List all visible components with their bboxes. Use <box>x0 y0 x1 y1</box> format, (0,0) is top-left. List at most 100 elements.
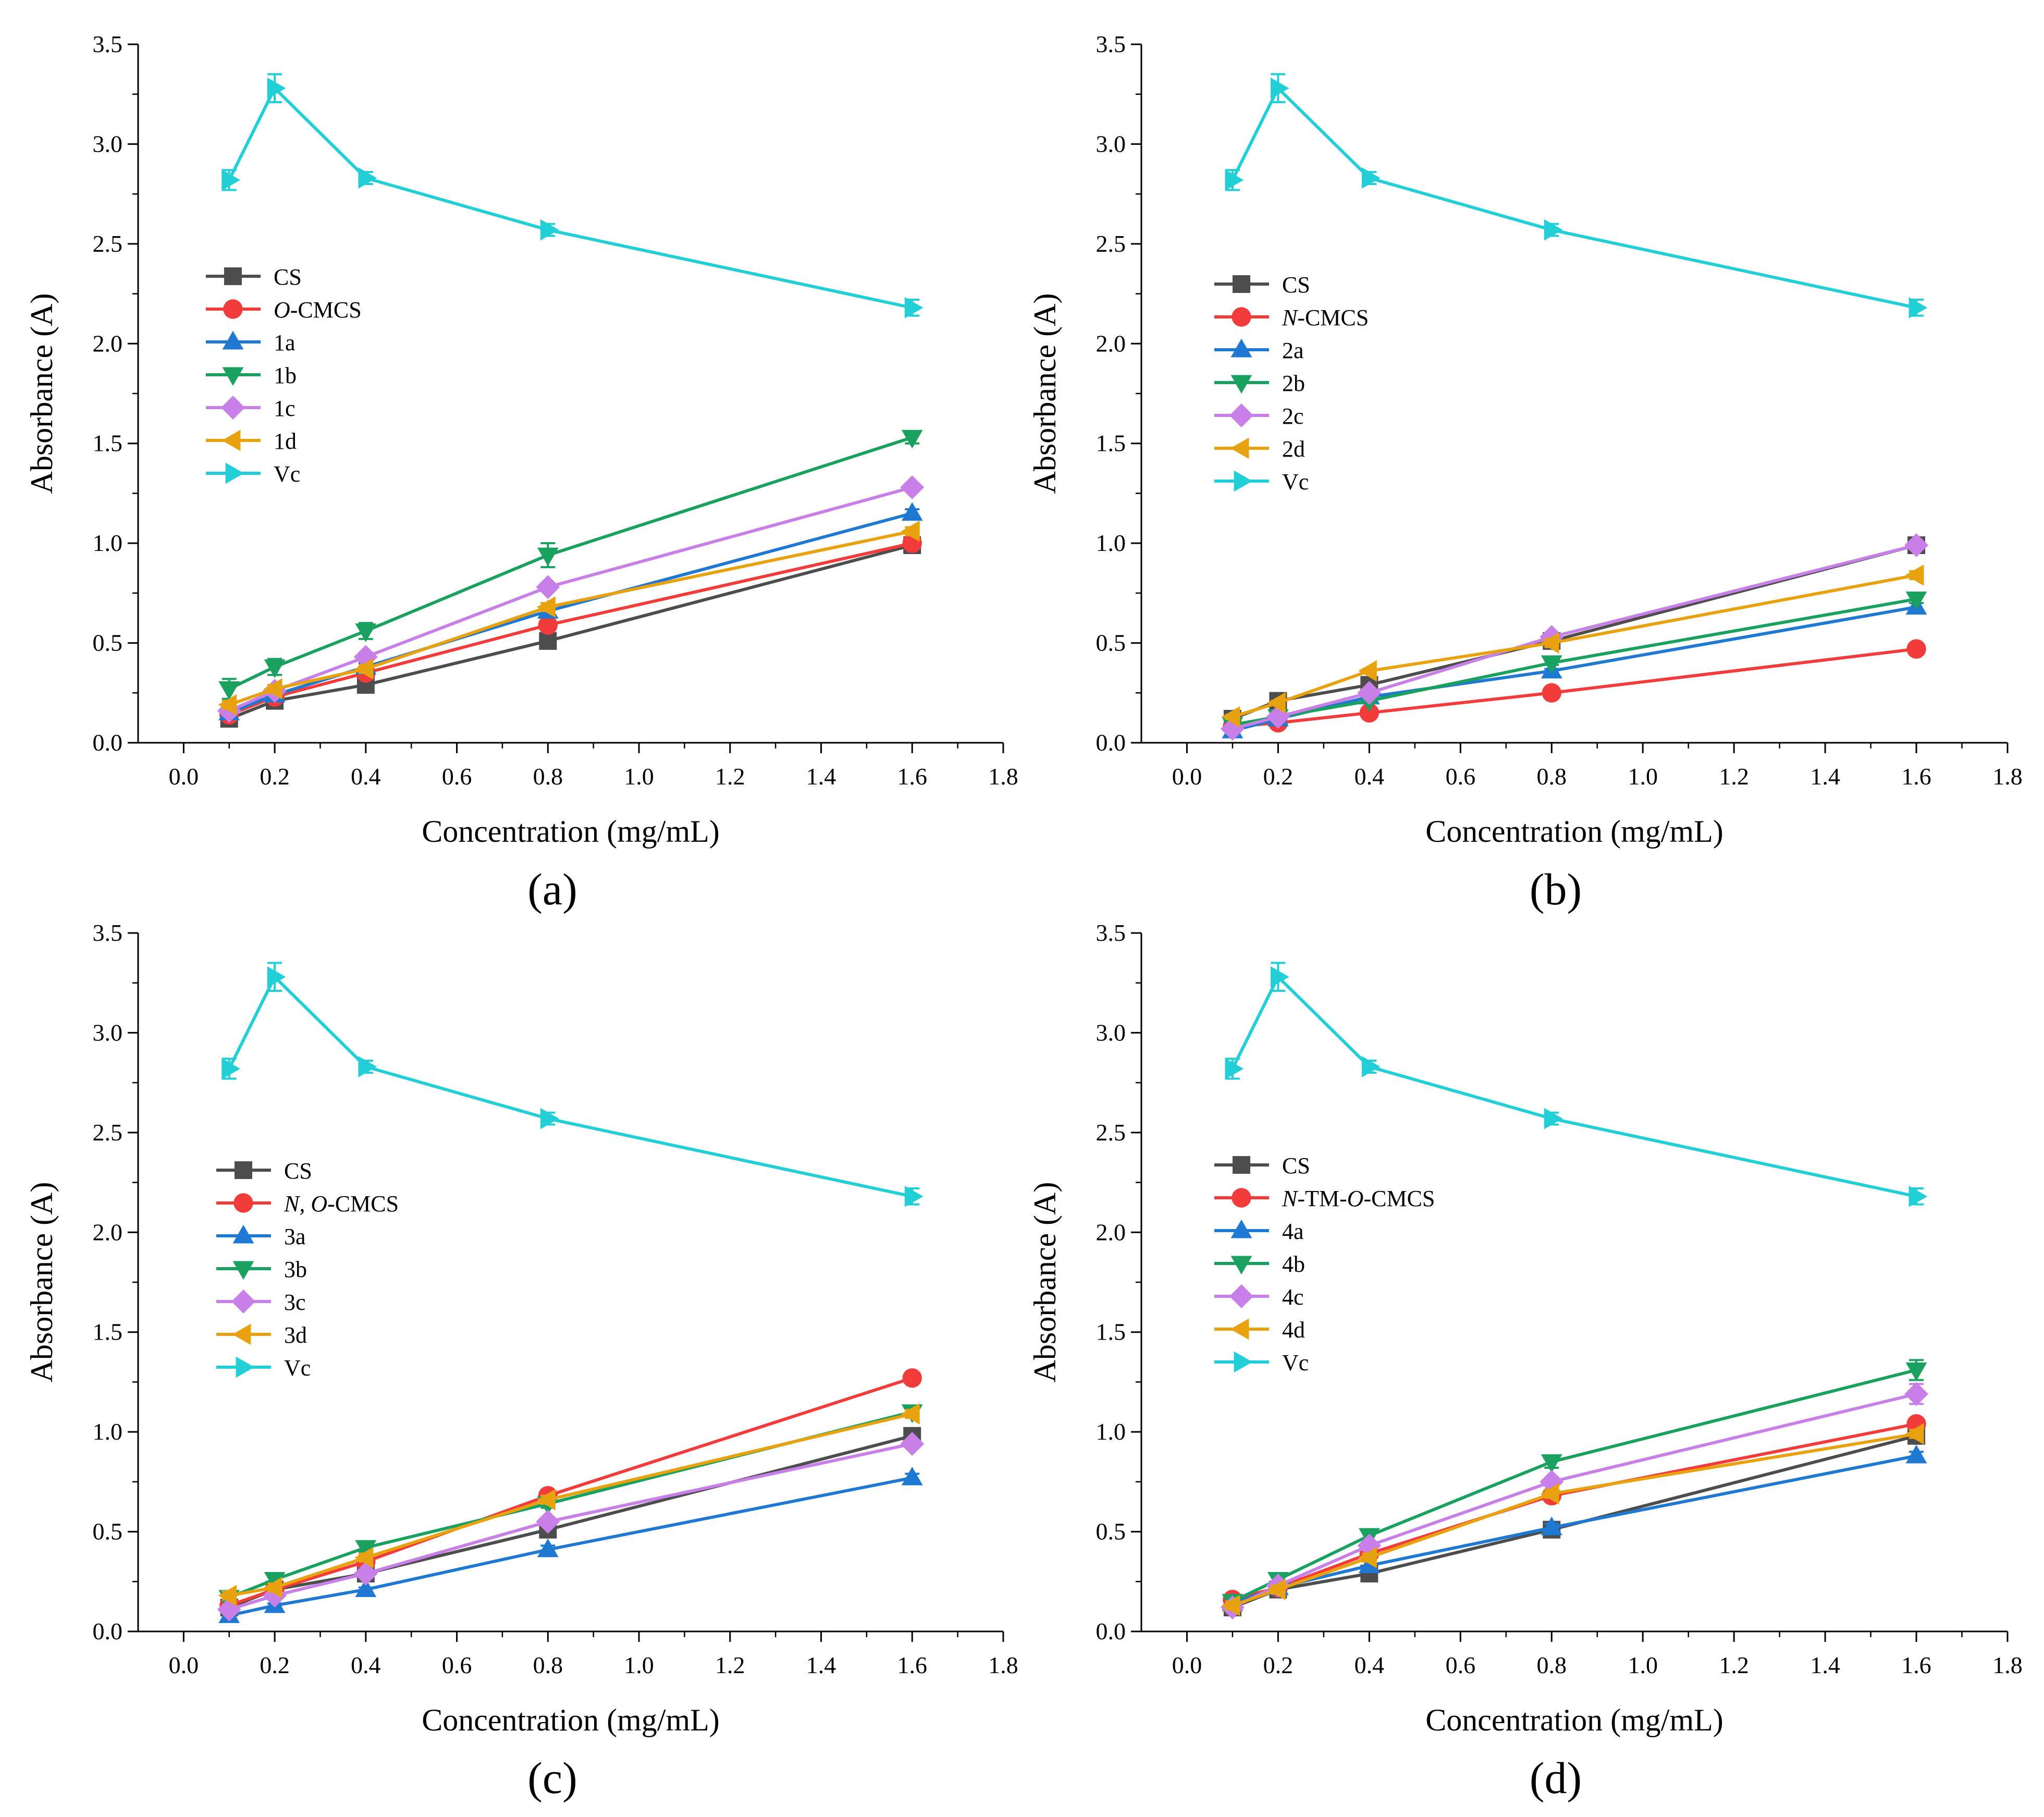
data-point <box>1359 703 1380 723</box>
y-tick-label: 3.0 <box>1096 130 1126 157</box>
data-point <box>536 575 560 599</box>
legend-label: 4a <box>1282 1219 1304 1244</box>
data-point <box>1541 1483 1559 1505</box>
series-3d <box>218 1403 920 1606</box>
y-tick-label: 2.0 <box>1096 1219 1126 1245</box>
x-tick-label: 0.0 <box>169 1652 199 1678</box>
x-tick-label: 1.2 <box>1719 763 1749 790</box>
x-axis-title: Concentration (mg/mL) <box>422 814 720 849</box>
legend-label: N-CMCS <box>1282 305 1369 330</box>
data-point <box>263 1577 282 1599</box>
data-point <box>1221 706 1240 728</box>
y-tick-label: 2.0 <box>93 1219 123 1245</box>
y-tick-label: 0.5 <box>1096 630 1126 656</box>
data-point <box>1361 1056 1381 1077</box>
panel-label: (a) <box>527 864 577 914</box>
data-point <box>1541 1454 1562 1473</box>
legend: CS O-CMCS 1a 1b 1c 1d Vc <box>206 264 362 487</box>
data-point <box>1905 564 1924 586</box>
data-point <box>355 1540 377 1559</box>
panel-label: (c) <box>527 1753 577 1803</box>
x-tick-label: 1.4 <box>806 763 836 790</box>
chart-panel-3: 0.0 0.2 0.4 0.6 0.8 1.0 1.2 1.4 1.6 1.8 0.0 0.5 1.0 1… <box>24 919 1018 1803</box>
panel-label: (b) <box>1530 864 1582 914</box>
y-tick-label: 3.0 <box>93 1019 123 1046</box>
legend-label: 3b <box>284 1257 307 1282</box>
chart-panel-4: 0.0 0.2 0.4 0.6 0.8 1.0 1.2 1.4 1.6 1.8 0.0 0.5 1.0 1… <box>1028 919 2023 1803</box>
y-tick-label: 1.5 <box>93 430 123 457</box>
x-tick-label: 0.2 <box>1263 763 1294 790</box>
legend-marker <box>1232 1188 1251 1208</box>
y-tick-label: 1.5 <box>1096 430 1126 457</box>
y-tick-label: 3.5 <box>93 919 123 946</box>
data-point <box>221 169 240 191</box>
legend-label: 3c <box>284 1290 306 1315</box>
legend: CS N, O-CMCS 3a 3b 3c 3d Vc <box>216 1158 399 1381</box>
data-point <box>355 1578 377 1598</box>
data-point <box>538 615 558 635</box>
x-tick-label: 1.2 <box>715 1652 745 1678</box>
legend-label: 4b <box>1282 1251 1305 1277</box>
data-point <box>1357 681 1382 705</box>
y-tick-label: 1.0 <box>93 1418 123 1445</box>
series-2d <box>1221 564 1924 728</box>
series-line <box>228 544 913 720</box>
x-axis-title: Concentration (mg/mL) <box>422 1703 720 1737</box>
series-line <box>228 87 913 310</box>
data-point <box>267 966 286 988</box>
y-tick-label: 1.5 <box>1096 1319 1126 1345</box>
data-point <box>1542 683 1561 703</box>
x-tick-label: 1.4 <box>1810 1652 1840 1678</box>
x-axis-title: Concentration (mg/mL) <box>1425 1703 1723 1737</box>
legend-label: O-CMCS <box>274 297 362 323</box>
data-point <box>1361 167 1381 189</box>
y-tick-label: 0.5 <box>1096 1518 1126 1545</box>
legend-marker <box>231 1290 255 1313</box>
series-1a <box>218 502 923 721</box>
data-point <box>354 1546 374 1568</box>
legend-label: CS <box>274 264 302 290</box>
series-line <box>229 1412 913 1598</box>
legend-marker <box>1230 338 1252 358</box>
series-Vc <box>1225 962 1928 1207</box>
data-point <box>1905 1362 1927 1381</box>
series-4d <box>1221 1423 1924 1616</box>
data-point <box>901 520 920 542</box>
series-line <box>1232 573 1917 719</box>
x-tick-label: 0.6 <box>442 1652 472 1678</box>
legend-marker <box>1233 275 1250 293</box>
x-tick-label: 0.2 <box>260 1652 290 1678</box>
legend-marker <box>232 1323 251 1345</box>
legend-marker <box>1230 1318 1249 1340</box>
series-O-CMCS <box>219 533 922 725</box>
x-tick-label: 1.6 <box>897 763 928 790</box>
x-tick-label: 1.0 <box>1628 1652 1658 1678</box>
data-point <box>1221 1594 1240 1616</box>
legend-label: 4c <box>1282 1284 1304 1310</box>
y-tick-label: 0.0 <box>1096 729 1126 756</box>
legend-marker <box>1230 375 1252 394</box>
chart-panel-1: 0.0 0.2 0.4 0.6 0.8 1.0 1.2 1.4 1.6 1.8 0.0 0.5 1.0 1… <box>24 31 1018 914</box>
x-tick-label: 1.8 <box>988 763 1018 790</box>
data-point <box>1270 966 1289 988</box>
series-line <box>1232 1392 1917 1609</box>
legend-marker <box>222 330 244 350</box>
legend-marker <box>1233 1156 1250 1174</box>
series-N, O-CMCS <box>219 1368 922 1615</box>
legend-label: Vc <box>1282 1350 1309 1376</box>
x-tick-label: 0.0 <box>1172 1652 1202 1678</box>
series-line <box>1232 647 1917 729</box>
y-tick-label: 0.5 <box>93 1518 123 1545</box>
legend-marker <box>222 367 244 386</box>
series-CS <box>220 1427 921 1617</box>
data-point <box>354 658 374 680</box>
legend-marker <box>1230 1256 1252 1275</box>
data-point <box>267 77 286 99</box>
series-Vc <box>221 73 924 318</box>
x-tick-label: 0.2 <box>1263 1652 1294 1678</box>
data-point <box>353 1562 378 1586</box>
legend-marker <box>1230 437 1249 459</box>
data-point <box>1544 219 1563 241</box>
series-Vc <box>1225 73 1928 318</box>
series-4c <box>1220 1382 1929 1620</box>
